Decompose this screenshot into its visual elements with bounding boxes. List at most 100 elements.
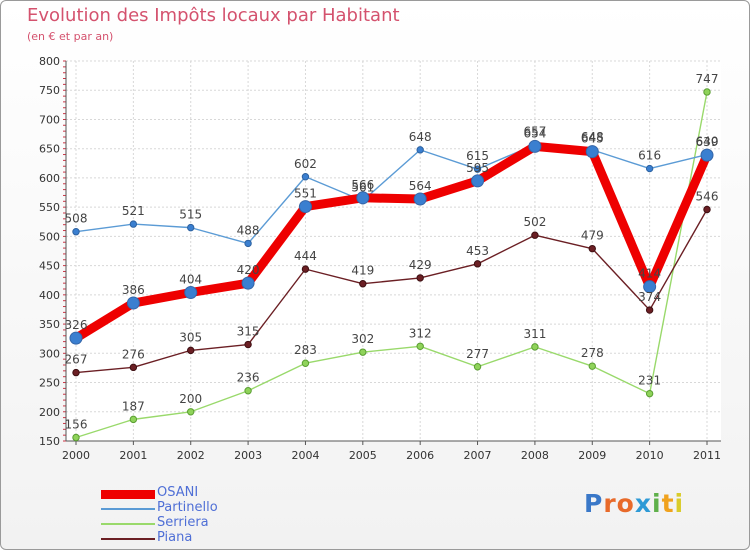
data-label-osani: 414 bbox=[638, 267, 661, 281]
data-label-piana: 429 bbox=[409, 258, 432, 272]
data-label-serriera: 200 bbox=[179, 392, 202, 406]
data-point-piana bbox=[301, 265, 310, 273]
data-label-serriera: 747 bbox=[696, 72, 719, 86]
data-point-partinello bbox=[244, 239, 252, 248]
data-label-partinello: 602 bbox=[294, 157, 317, 171]
data-label-piana: 374 bbox=[638, 290, 661, 304]
x-tick-label: 2004 bbox=[291, 449, 319, 462]
data-label-serriera: 278 bbox=[581, 346, 604, 360]
data-label-serriera: 236 bbox=[237, 371, 260, 385]
data-label-serriera: 187 bbox=[122, 399, 145, 413]
data-point-partinello bbox=[645, 164, 654, 173]
y-tick-label: 500 bbox=[39, 230, 60, 243]
plot-area bbox=[66, 61, 721, 441]
data-point-partinello bbox=[187, 223, 195, 232]
data-point-serriera bbox=[301, 359, 310, 367]
data-label-piana: 267 bbox=[65, 353, 88, 367]
data-label-serriera: 312 bbox=[409, 326, 432, 340]
x-tick-label: 2003 bbox=[234, 449, 262, 462]
data-label-piana: 479 bbox=[581, 229, 604, 243]
y-tick-label: 350 bbox=[39, 318, 60, 331]
data-label-piana: 305 bbox=[179, 330, 202, 344]
x-tick-label: 2006 bbox=[406, 449, 434, 462]
y-tick-label: 750 bbox=[39, 84, 60, 97]
data-point-osani bbox=[126, 296, 140, 310]
data-point-serriera bbox=[187, 408, 195, 416]
data-point-serriera bbox=[359, 348, 367, 356]
series-line-serriera bbox=[75, 91, 708, 439]
legend-swatch-serriera bbox=[101, 522, 155, 525]
x-tick-label: 2000 bbox=[62, 449, 90, 462]
data-point-piana bbox=[531, 231, 539, 239]
data-point-piana bbox=[645, 306, 654, 314]
data-point-piana bbox=[473, 260, 482, 268]
y-tick-label: 800 bbox=[39, 55, 60, 68]
data-label-partinello: 648 bbox=[409, 130, 432, 144]
y-tick-label: 300 bbox=[39, 347, 60, 360]
data-point-osani bbox=[413, 192, 427, 206]
y-tick-label: 200 bbox=[39, 406, 60, 419]
series-line-piana bbox=[75, 208, 708, 374]
data-label-partinello: 657 bbox=[523, 125, 546, 139]
y-tick-label: 400 bbox=[39, 289, 60, 302]
data-label-partinello: 561 bbox=[351, 181, 374, 195]
x-tick-label: 2002 bbox=[177, 449, 205, 462]
chart-title: Evolution des Impôts locaux par Habitant bbox=[27, 5, 400, 26]
data-point-serriera bbox=[531, 343, 539, 351]
data-point-serriera bbox=[645, 389, 654, 398]
data-point-piana bbox=[359, 280, 367, 288]
legend-swatch-osani bbox=[101, 489, 155, 499]
data-label-osani: 654 bbox=[523, 126, 546, 140]
data-point-osani bbox=[700, 148, 714, 162]
x-tick-label: 2008 bbox=[521, 449, 549, 462]
data-label-osani: 404 bbox=[179, 273, 202, 287]
data-label-osani: 326 bbox=[65, 318, 88, 332]
data-label-osani: 420 bbox=[237, 263, 260, 277]
y-tick-label: 550 bbox=[39, 201, 60, 214]
data-label-osani: 551 bbox=[294, 187, 317, 201]
data-point-osani bbox=[184, 286, 198, 300]
data-label-osani: 386 bbox=[122, 283, 145, 297]
legend: OSANI Partinello Serriera Piana bbox=[101, 485, 301, 546]
data-label-serriera: 156 bbox=[65, 417, 88, 431]
data-point-serriera bbox=[416, 342, 424, 350]
data-label-piana: 546 bbox=[696, 189, 719, 203]
data-point-piana bbox=[703, 205, 711, 214]
x-tick-label: 2001 bbox=[119, 449, 147, 462]
x-tick-label: 2005 bbox=[349, 449, 377, 462]
data-label-piana: 502 bbox=[523, 215, 546, 229]
data-point-partinello bbox=[129, 220, 138, 228]
data-label-partinello: 508 bbox=[65, 212, 88, 226]
y-tick-label: 700 bbox=[39, 113, 60, 126]
data-label-partinello: 515 bbox=[179, 208, 202, 222]
data-point-partinello bbox=[416, 146, 424, 154]
legend-item-osani: OSANI bbox=[101, 485, 301, 501]
data-point-osani bbox=[643, 280, 657, 294]
legend-label-partinello: Partinello bbox=[157, 500, 218, 515]
data-point-piana bbox=[129, 363, 138, 372]
legend-swatch-piana bbox=[101, 537, 155, 540]
y-tick-label: 250 bbox=[39, 377, 60, 390]
data-point-osani bbox=[356, 191, 370, 205]
data-point-partinello bbox=[473, 165, 482, 173]
data-label-piana: 315 bbox=[237, 325, 260, 339]
data-point-piana bbox=[416, 274, 424, 282]
data-point-serriera bbox=[703, 88, 711, 96]
data-point-osani bbox=[585, 145, 599, 159]
data-point-partinello bbox=[72, 228, 80, 236]
x-tick-label: 2010 bbox=[636, 449, 664, 462]
y-tick-label: 150 bbox=[39, 435, 60, 448]
data-label-osani: 564 bbox=[409, 179, 432, 193]
data-label-osani: 645 bbox=[581, 132, 604, 146]
data-label-piana: 444 bbox=[294, 249, 317, 263]
data-point-serriera bbox=[588, 362, 596, 370]
data-point-osani bbox=[241, 276, 255, 290]
data-label-partinello: 488 bbox=[237, 223, 260, 237]
data-label-serriera: 277 bbox=[466, 347, 489, 361]
legend-item-partinello: Partinello bbox=[101, 500, 301, 516]
data-label-serriera: 283 bbox=[294, 343, 317, 357]
data-label-osani: 595 bbox=[466, 161, 489, 175]
legend-label-serriera: Serriera bbox=[157, 515, 209, 530]
data-label-piana: 453 bbox=[466, 244, 489, 258]
